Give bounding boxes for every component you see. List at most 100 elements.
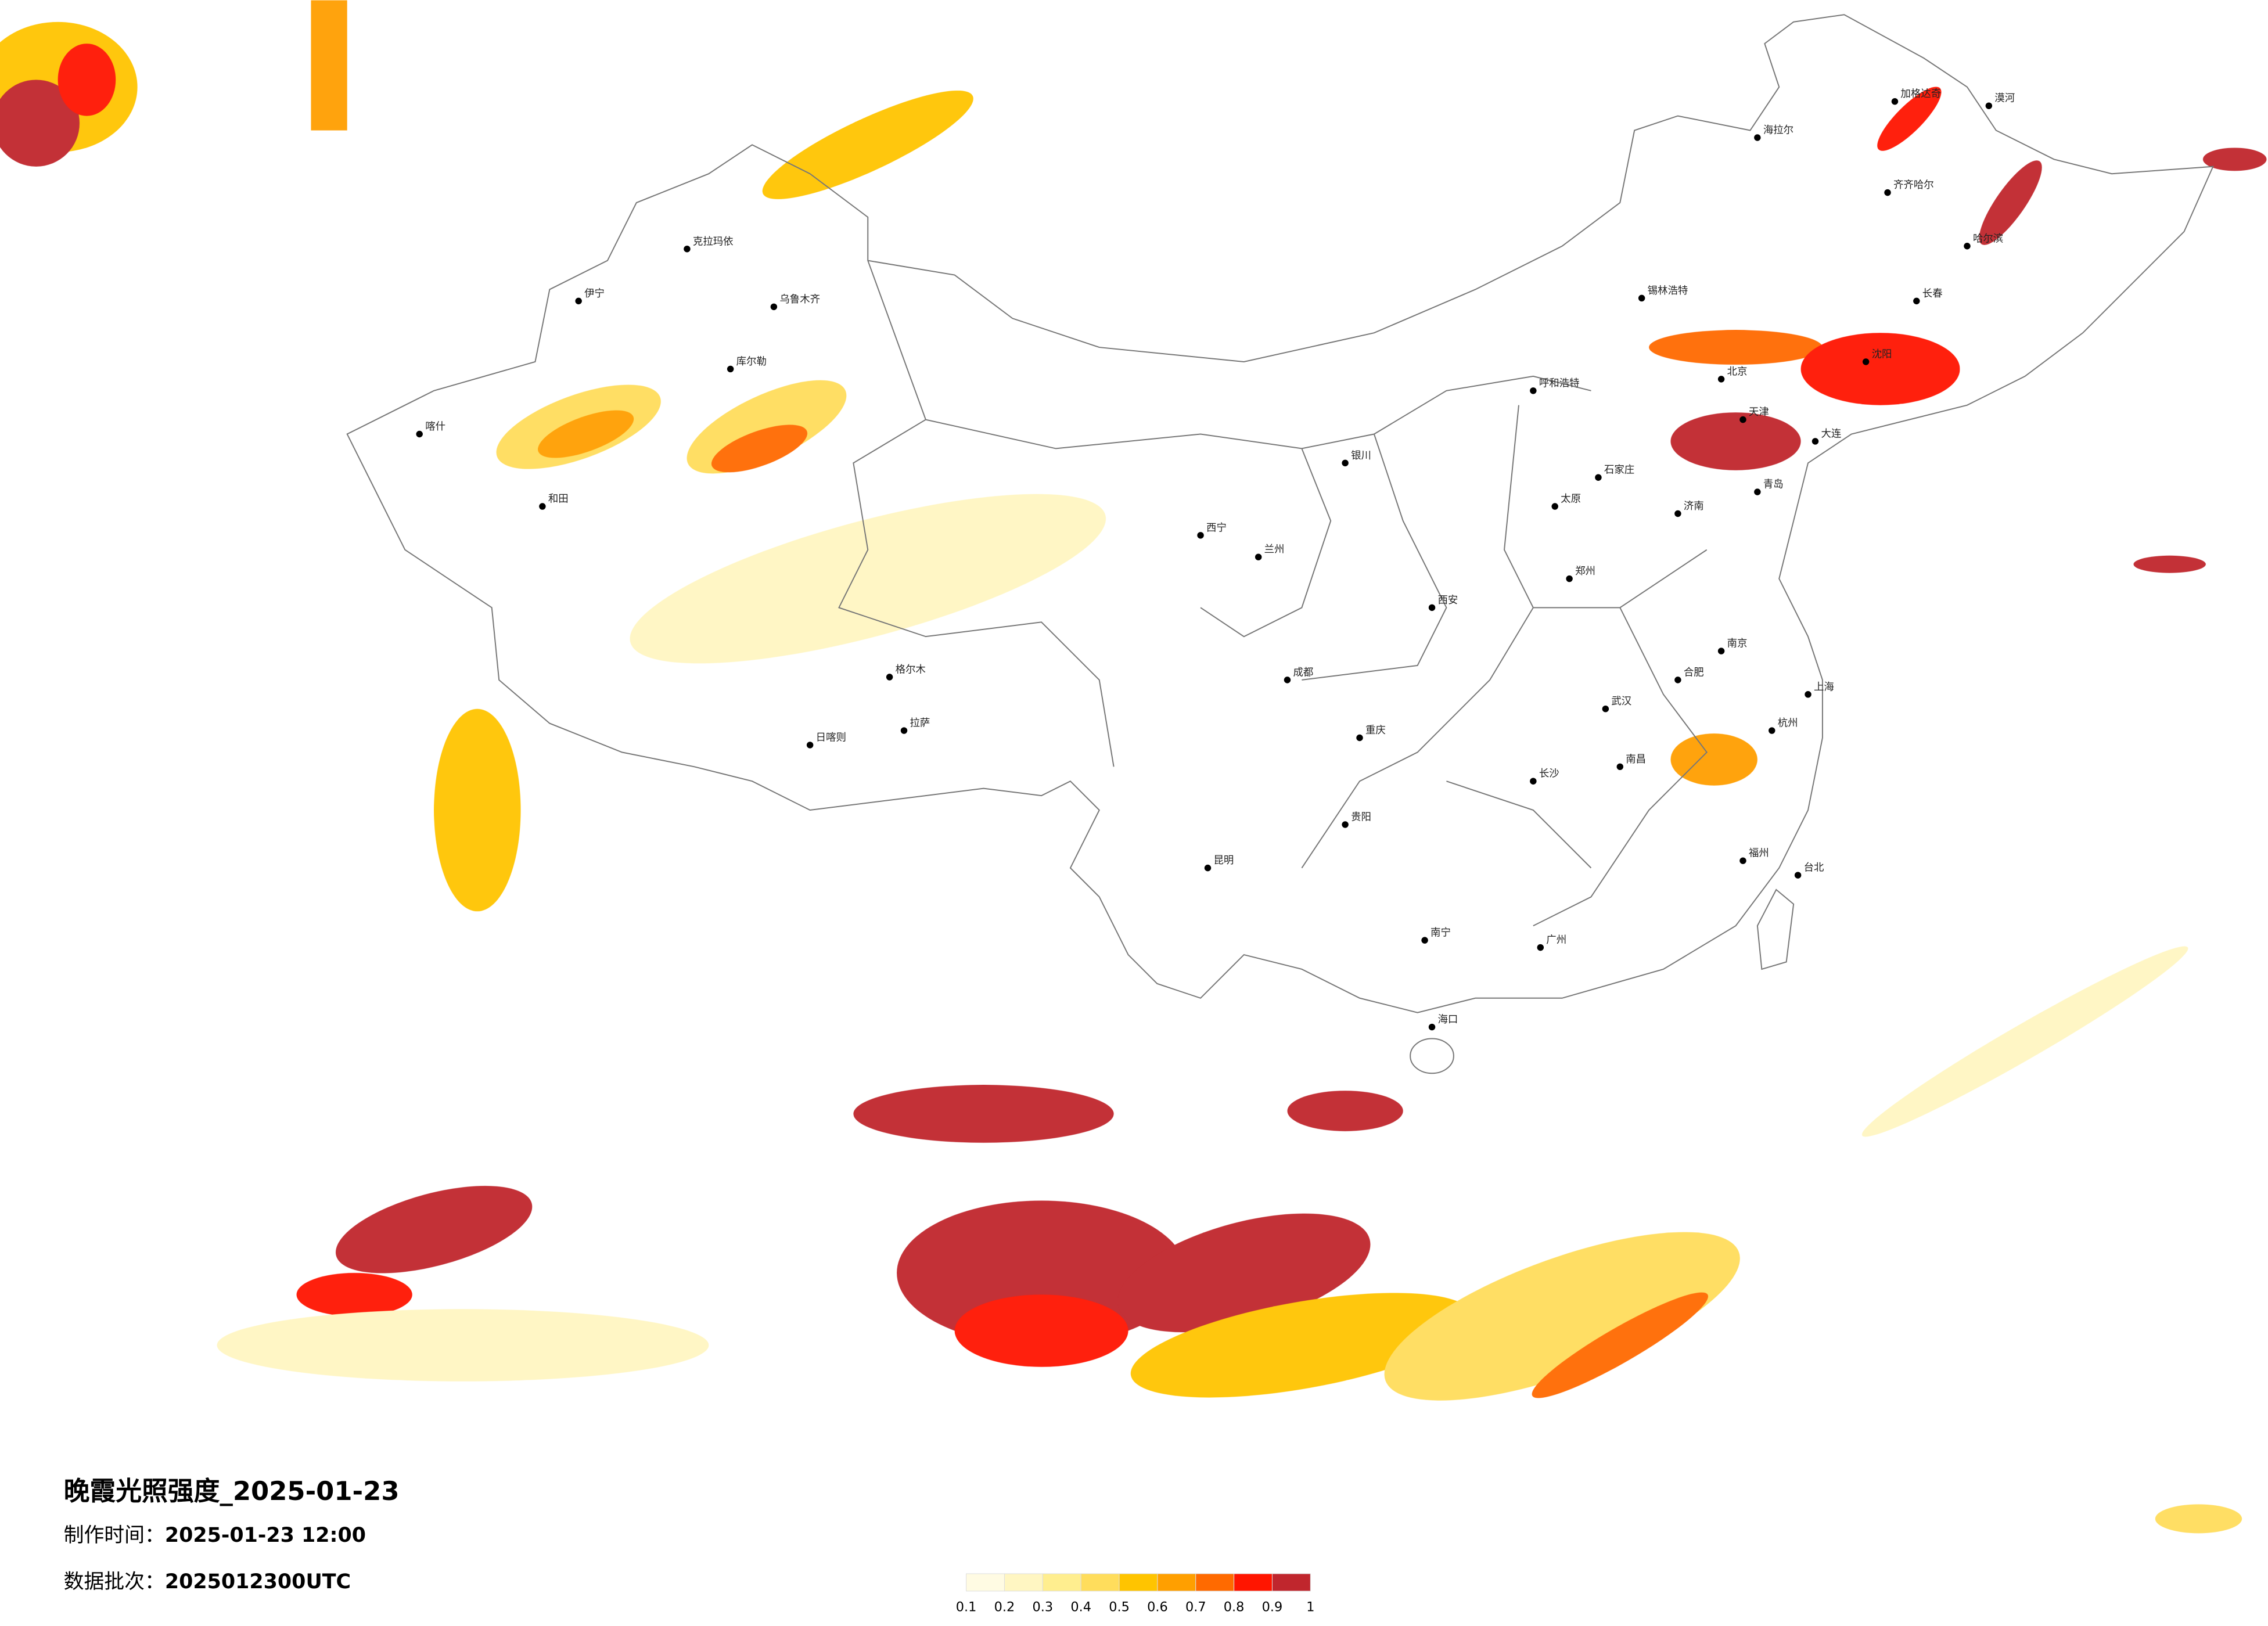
made-label: 制作时间： <box>64 1524 165 1547</box>
city-label: 青岛 <box>1763 479 1784 491</box>
city-dot <box>806 742 814 749</box>
heat-blob <box>57 44 116 116</box>
city-label: 日喀则 <box>816 732 846 743</box>
city-label: 杭州 <box>1778 718 1798 729</box>
heat-layer <box>0 0 2267 1534</box>
city-label: 海拉尔 <box>1763 124 1793 136</box>
city-dot <box>1537 944 1544 951</box>
city-dot <box>1862 358 1870 365</box>
heat-blob <box>0 80 80 167</box>
city-dot <box>539 503 546 510</box>
city-label: 贵阳 <box>1351 811 1371 823</box>
city-dot <box>1754 488 1761 495</box>
city-dot <box>1566 575 1573 582</box>
country-border <box>346 14 2214 1013</box>
city-label: 漠河 <box>1994 93 2015 105</box>
city-dot <box>575 297 582 305</box>
city-dot <box>1754 134 1761 141</box>
made-time: 制作时间：2025-01-23 12:00 <box>64 1524 366 1547</box>
province-border <box>838 260 1708 927</box>
city-label: 郑州 <box>1575 566 1595 577</box>
heat-blob <box>853 1085 1114 1143</box>
city-label: 西宁 <box>1206 522 1227 534</box>
city-dot <box>1428 604 1436 611</box>
island-border <box>1410 1038 1454 1074</box>
city-label: 长沙 <box>1539 768 1559 780</box>
heat-blob <box>897 1200 1187 1346</box>
city-label: 石家庄 <box>1604 465 1634 476</box>
batch-label: 数据批次： <box>64 1570 165 1593</box>
batch-value: 2025012300UTC <box>165 1570 351 1593</box>
legend-tick-label: 0.2 <box>994 1600 1015 1615</box>
city-label: 格尔木 <box>896 664 926 675</box>
city-label: 银川 <box>1351 450 1371 462</box>
city-dot <box>1739 857 1746 864</box>
legend-tick-label: 0.1 <box>956 1600 977 1615</box>
city-label: 呼和浩特 <box>1539 377 1580 389</box>
city-dot <box>770 303 778 311</box>
batch: 数据批次：2025012300UTC <box>64 1570 351 1593</box>
legend-swatch <box>1119 1573 1158 1592</box>
legend-tick-label: 1 <box>1306 1600 1314 1615</box>
city-dot <box>1602 705 1609 713</box>
city-label: 天津 <box>1749 406 1769 418</box>
heat-blob <box>711 425 808 473</box>
heat-blob <box>1861 946 2188 1137</box>
border-layer <box>346 14 2214 1074</box>
heat-blob <box>2202 148 2267 171</box>
city-dot <box>1255 553 1262 560</box>
city-dot <box>1739 416 1746 423</box>
heat-blob <box>2133 555 2206 573</box>
city-label: 长春 <box>1922 288 1943 300</box>
heat-blob <box>434 708 521 912</box>
city-label: 昆明 <box>1213 855 1234 866</box>
city-dot <box>1964 243 1971 250</box>
city-label: 广州 <box>1546 934 1566 946</box>
heat-blob <box>1287 1091 1403 1131</box>
city-label: 南昌 <box>1626 754 1646 765</box>
heat-blob <box>1130 1293 1473 1398</box>
legend-tick-label: 0.3 <box>1033 1600 1054 1615</box>
city-dot <box>416 430 423 438</box>
city-label: 伊宁 <box>584 288 605 300</box>
heat-blob <box>954 1294 1128 1367</box>
city-dot <box>727 365 734 373</box>
city-label: 齐齐哈尔 <box>1893 179 1934 191</box>
city-dot <box>1717 647 1725 654</box>
legend-swatch <box>1195 1573 1235 1592</box>
city-dot <box>1342 459 1349 467</box>
legend-swatch <box>1234 1573 1273 1592</box>
city-label: 克拉玛依 <box>693 236 734 247</box>
city-dot <box>1674 510 1681 517</box>
city-dot <box>1197 532 1204 539</box>
city-dot <box>1674 677 1681 684</box>
legend: 0.1 0.2 0.3 0.4 0.5 0.6 0.7 0.8 0.9 1 <box>956 1573 1314 1615</box>
legend-swatch <box>1042 1573 1081 1592</box>
city-dot <box>1284 677 1291 684</box>
city-dot <box>900 727 908 734</box>
heat-blob <box>630 494 1106 664</box>
heat-blob <box>335 1186 533 1274</box>
city-dot <box>1638 294 1645 302</box>
legend-swatch <box>1080 1573 1120 1592</box>
city-label: 成都 <box>1293 667 1313 678</box>
legend-swatch <box>966 1573 1005 1592</box>
city-dot <box>1551 503 1558 510</box>
heat-blob <box>311 0 347 131</box>
city-label: 福州 <box>1749 848 1769 859</box>
heat-blob <box>1532 1292 1708 1398</box>
map-title: 晚霞光照强度_2025-01-23 <box>64 1476 400 1506</box>
legend-tick-label: 0.8 <box>1224 1600 1245 1615</box>
city-label: 合肥 <box>1684 667 1704 678</box>
city-label: 太原 <box>1561 494 1581 505</box>
city-dot <box>1421 937 1428 944</box>
heat-blob <box>1670 412 1801 470</box>
legend-tick-label: 0.9 <box>1262 1600 1283 1615</box>
heat-blob <box>1649 330 1823 365</box>
heat-blob <box>538 410 634 458</box>
heat-blob <box>1979 160 2042 245</box>
heat-blob <box>1800 333 1960 405</box>
city-label: 加格达奇 <box>1900 88 1941 100</box>
